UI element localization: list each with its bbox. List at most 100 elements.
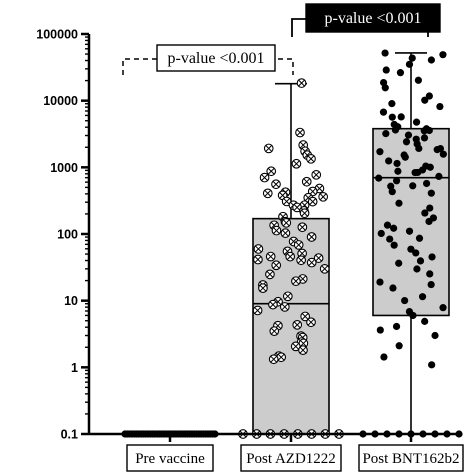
data-point [381,49,389,57]
point-cross-b [255,245,262,253]
data-point [411,168,419,177]
data-point-circle-x [268,354,279,365]
point-cross-b [272,262,280,269]
data-point [423,179,431,188]
data-point [431,331,439,340]
data-point [425,92,433,100]
data-point [412,118,421,126]
point-cross-b [299,346,307,354]
y-axis: 100000 10000 1000 100 10 1 0.1 [36,28,91,442]
data-point [415,144,423,153]
data-point-circle-x [263,143,274,154]
point-cross-b [303,178,310,185]
data-point [435,172,443,180]
data-point [397,113,405,121]
p-value-label-1: p-value <0.001 [168,50,265,67]
p-value-label-2: p-value <0.001 [325,10,422,27]
data-point [413,265,421,273]
data-point-circle-x [259,172,270,183]
point-cross-b [282,229,289,237]
data-point-circle-x [253,254,263,265]
point-cross-b [254,256,262,263]
point-cross-b [298,250,306,257]
data-point [404,131,413,139]
data-point [391,126,400,134]
point-cross-b [298,79,305,87]
point-cross-b [290,238,297,245]
point-cross-b [269,301,277,308]
data-point-circle-x [258,283,268,294]
data-point [388,113,396,121]
point-cross-b [319,193,327,201]
data-point-circle-x [281,196,292,207]
category-label: Post AZD1222 [246,451,336,467]
data-point [376,148,384,156]
data-point-circle-x [281,217,292,228]
data-point-circle-x [268,299,278,310]
data-point [426,204,434,212]
point-cross-b [315,254,322,262]
category-label-box [126,444,214,472]
data-point-circle-x [319,263,330,274]
data-point [425,217,433,226]
data-point [425,126,433,135]
data-point-circle-x [265,251,276,262]
data-point-circle-x [280,228,291,239]
data-point [385,157,393,165]
data-point-circle-x [269,326,280,336]
data-point [392,322,401,331]
data-point-circle-x [279,302,290,312]
point-cross-b [272,180,280,188]
point-cross-b [312,171,320,179]
point-cross-b [270,222,278,229]
point-cross-b [283,198,290,205]
data-point-circle-x [297,222,308,233]
data-point-circle-x [306,232,317,242]
data-point [380,353,388,361]
point-cross-b [286,253,294,260]
data-point-circle-x [301,176,312,187]
point-cross-b [316,185,323,192]
data-point [379,108,388,116]
point-cross-b [301,209,308,217]
data-point [376,326,384,334]
data-point-circle-x [271,260,282,271]
data-point-circle-x [299,208,310,219]
box-iqr [372,127,450,317]
data-point [426,163,434,171]
data-point-circle-x [262,188,273,199]
data-point [433,146,441,154]
point-cross-b [300,340,307,347]
data-point [401,153,409,161]
data-point-circle-x [318,191,329,202]
y-tick-label: 0.1 [61,428,78,442]
p-value-box-1 [156,44,276,72]
data-point [409,182,417,190]
data-point-circle-x [282,291,293,302]
data-point [427,56,436,64]
category-label: Pre vaccine [135,451,205,467]
data-point-circle-x [265,269,275,280]
category-label-box [240,444,342,472]
point-cross-b [309,198,316,205]
data-point [439,304,447,312]
point-cross-b [307,318,315,326]
point-cross-b [279,192,286,199]
data-point [420,134,429,142]
point-cross-b [267,253,274,260]
point-cross-b [308,233,315,241]
data-point [390,224,398,232]
data-point [392,177,401,185]
point-cross-b [297,256,305,264]
data-point-circle-x [296,78,307,88]
data-point-circle-x [291,158,302,169]
data-point [388,100,396,108]
point-cross-b [284,248,291,255]
point-cross-b [296,129,304,136]
y-tick-label: 1 [71,361,78,375]
point-cross-b [267,167,275,175]
data-point-circle-x [285,251,296,262]
data-point [402,138,411,146]
point-cross-b [295,241,302,249]
point-cross-b [293,160,300,168]
